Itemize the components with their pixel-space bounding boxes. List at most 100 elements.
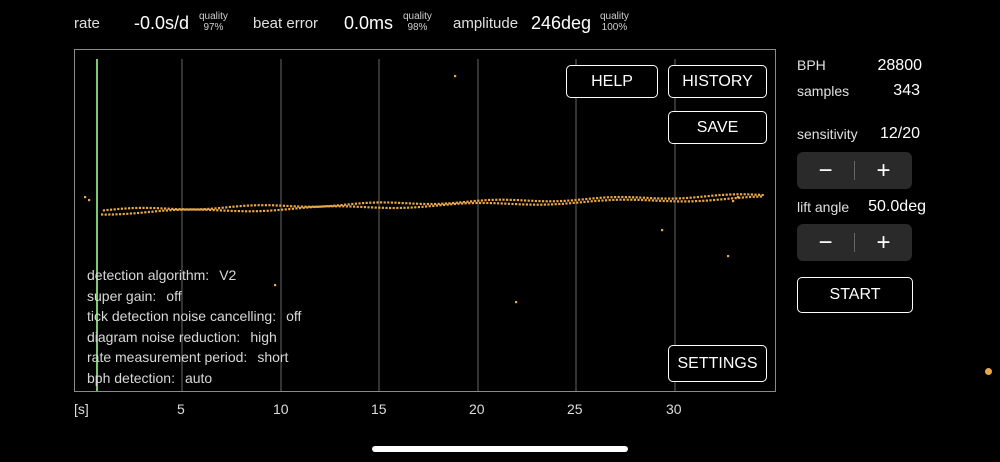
beat-dot [432, 204, 435, 207]
beat-dot [749, 195, 752, 199]
beat-dot [641, 198, 644, 202]
beat-dot [392, 206, 395, 210]
beat-dot [219, 209, 222, 212]
beat-dot [237, 210, 240, 213]
beat-dot [599, 196, 602, 199]
start-button[interactable]: START [797, 277, 913, 313]
settings-button[interactable]: SETTINGS [668, 345, 767, 382]
beat-dot [167, 207, 170, 210]
beat-dot [741, 196, 744, 199]
status-key: diagram noise reduction: [87, 328, 241, 345]
beat-dot [506, 198, 509, 201]
beat-dot [274, 284, 277, 287]
beat-dot [302, 206, 305, 209]
beat-dot [633, 198, 636, 201]
sensitivity-decrease-button[interactable]: − [818, 156, 833, 184]
beat-dot [131, 207, 134, 210]
beat-dot [169, 209, 172, 212]
beat-dot [383, 201, 386, 204]
beat-dot [477, 199, 480, 202]
beat-dot [270, 209, 273, 212]
beat-dot [520, 199, 523, 202]
beat-dot [700, 195, 703, 198]
beat-dot [110, 208, 113, 211]
beat-dot [608, 199, 611, 202]
beat-dot [491, 198, 494, 201]
beat-dot [585, 198, 588, 201]
status-key: rate measurement period: [87, 349, 248, 365]
beat-dot [738, 196, 741, 199]
beat-dot [430, 202, 433, 206]
beat-dot [752, 195, 755, 198]
beat-dot [732, 193, 735, 196]
beat-dot [538, 200, 541, 203]
lift-angle-decrease-button[interactable]: − [818, 228, 833, 256]
beat-dot [342, 205, 345, 208]
beat-dot [351, 202, 354, 206]
beat-dot [273, 209, 276, 212]
status-key: bph detection: [87, 369, 175, 386]
beat-dot [203, 208, 206, 211]
beat-dot [547, 203, 550, 206]
beat-dot [336, 204, 339, 207]
beat-dot [592, 197, 595, 200]
beat-quality-label: quality [403, 11, 432, 22]
beat-dot [333, 204, 336, 207]
beat-dot [691, 200, 694, 203]
status-value: high [250, 328, 277, 345]
beat-dot [405, 202, 408, 205]
beat-dot [106, 208, 109, 212]
beat-dot [648, 199, 651, 202]
sensitivity-label: sensitivity [797, 126, 858, 142]
beat-dot [367, 206, 370, 209]
beat-dot [338, 205, 341, 208]
help-button[interactable]: HELP [566, 65, 658, 98]
beat-dot [576, 201, 579, 204]
rate-value: -0.0s/d [134, 13, 190, 33]
beat-dot [750, 193, 753, 196]
home-indicator[interactable] [372, 446, 628, 452]
lift-angle-increase-button[interactable]: + [876, 228, 891, 256]
beat-dot [272, 204, 275, 207]
beat-dot [578, 198, 581, 201]
beat-dot [455, 201, 458, 204]
history-button[interactable]: HISTORY [668, 65, 767, 98]
beat-dot [340, 204, 343, 207]
beat-dot [102, 209, 105, 212]
beat-dot [497, 202, 500, 205]
beat-dot [439, 204, 442, 207]
beat-dot [479, 201, 482, 205]
beat-dot [722, 193, 725, 196]
beat-dot [365, 201, 368, 204]
beat-dot [423, 202, 426, 206]
x-axis-unit-label: [s] [74, 401, 89, 417]
beat-dot [218, 207, 221, 210]
beat-dot [182, 208, 185, 211]
bph-value: 28800 [877, 57, 923, 74]
beat-dot [297, 205, 300, 208]
beat-dot [567, 199, 570, 202]
sensitivity-increase-button[interactable]: + [876, 156, 891, 184]
beat-dot [353, 205, 356, 208]
save-button[interactable]: SAVE [668, 111, 767, 144]
beat-dot [135, 206, 138, 210]
beat-dot [714, 194, 717, 197]
beat-dot [171, 207, 174, 210]
grid-lines [181, 59, 676, 391]
beat-dot [507, 202, 510, 205]
beat-dot [191, 208, 194, 211]
beat-dot [282, 204, 285, 207]
beat-dot [659, 199, 662, 202]
beat-dot [437, 202, 440, 205]
beat-dot [552, 200, 555, 203]
beat-dot [673, 200, 676, 203]
beat-dot [554, 203, 557, 206]
beat-dot [275, 204, 278, 207]
beat-dot [756, 195, 759, 198]
beat-dot [558, 202, 561, 206]
beat-dot [335, 205, 338, 208]
lift-angle-stepper: − + [797, 224, 912, 261]
beat-dot [243, 204, 246, 207]
beat-dot [689, 196, 692, 199]
beat-dot [671, 197, 674, 200]
